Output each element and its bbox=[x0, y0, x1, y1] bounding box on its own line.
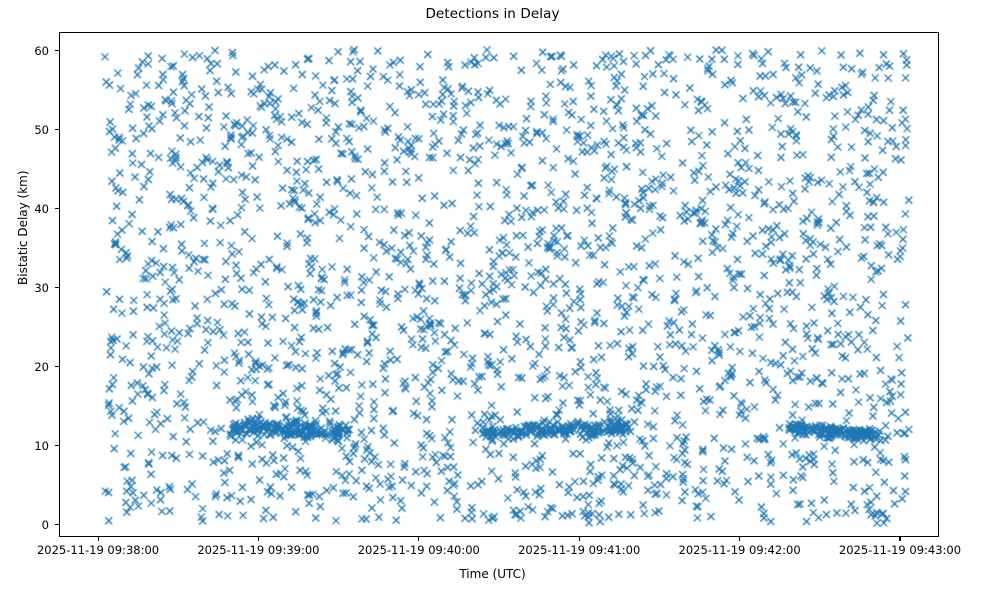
x-tick-mark bbox=[257, 537, 259, 541]
y-tick-label: 50 bbox=[34, 122, 49, 137]
y-tick-mark bbox=[55, 208, 59, 210]
x-tick-mark bbox=[97, 537, 99, 541]
x-tick-label: 2025-11-19 09:39:00 bbox=[197, 543, 320, 557]
x-axis-label: Time (UTC) bbox=[459, 567, 526, 581]
x-tick-mark bbox=[578, 537, 580, 541]
scatter-plot-canvas bbox=[60, 33, 938, 536]
x-tick-label: 2025-11-19 09:41:00 bbox=[518, 543, 641, 557]
y-tick-label: 30 bbox=[34, 280, 49, 295]
x-tick-label: 2025-11-19 09:40:00 bbox=[357, 543, 480, 557]
y-axis-label: Bistatic Delay (km) bbox=[16, 170, 30, 285]
y-tick-label: 40 bbox=[34, 201, 49, 216]
plot-axes bbox=[59, 32, 939, 537]
y-tick-label: 60 bbox=[34, 43, 49, 58]
y-tick-label: 10 bbox=[34, 438, 49, 453]
y-tick-mark bbox=[55, 50, 59, 52]
x-tick-mark bbox=[899, 537, 901, 541]
y-tick-mark bbox=[55, 445, 59, 447]
y-tick-mark bbox=[55, 129, 59, 131]
y-tick-label: 0 bbox=[41, 517, 49, 532]
y-tick-mark bbox=[55, 366, 59, 368]
y-tick-mark bbox=[55, 287, 59, 289]
y-tick-label: 20 bbox=[34, 359, 49, 374]
x-tick-mark bbox=[418, 537, 420, 541]
x-tick-label: 2025-11-19 09:43:00 bbox=[838, 543, 962, 557]
y-tick-mark bbox=[55, 524, 59, 526]
x-tick-mark bbox=[739, 537, 741, 541]
page-title: Detections in Delay bbox=[425, 6, 560, 22]
x-tick-label: 2025-11-19 09:38:00 bbox=[36, 543, 160, 557]
x-tick-label: 2025-11-19 09:42:00 bbox=[678, 543, 801, 557]
